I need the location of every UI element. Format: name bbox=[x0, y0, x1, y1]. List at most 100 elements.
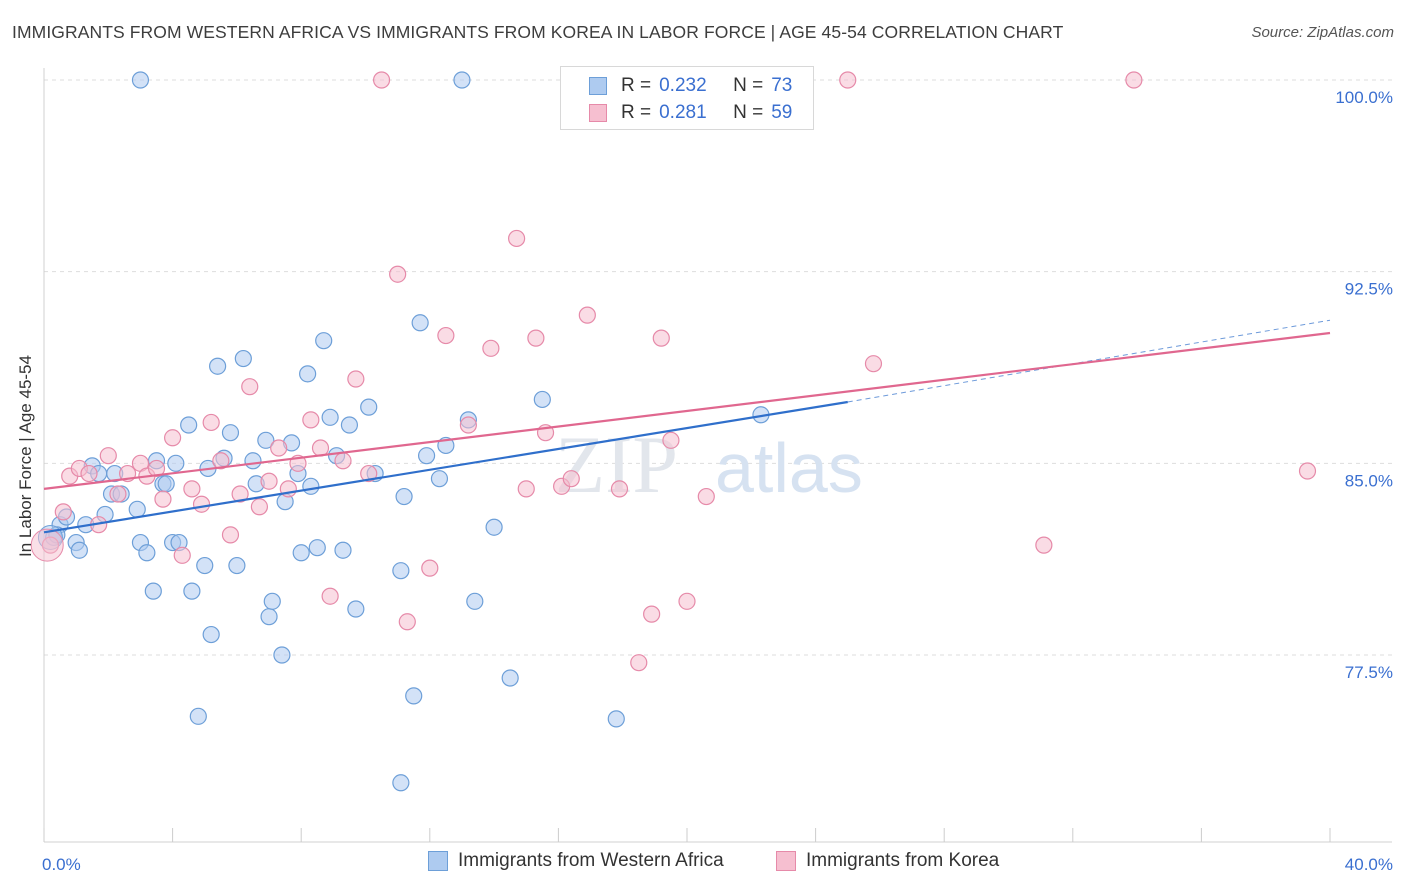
data-point-korea bbox=[839, 71, 857, 89]
trend-lines bbox=[43, 319, 1331, 534]
data-point-korea bbox=[99, 447, 117, 465]
data-point-western-africa bbox=[392, 562, 410, 580]
data-point-korea bbox=[173, 546, 191, 564]
legend-row-korea: R = 0.281 N = 59 bbox=[561, 100, 792, 126]
data-point-western-africa bbox=[228, 556, 246, 575]
data-point-korea bbox=[459, 416, 477, 434]
data-point-korea bbox=[630, 654, 648, 672]
legend-swatch-pink bbox=[776, 851, 796, 871]
data-point-korea bbox=[192, 495, 211, 513]
data-point-western-africa bbox=[360, 398, 378, 416]
legend-n-value: 73 bbox=[771, 75, 793, 96]
data-point-korea bbox=[154, 490, 172, 508]
data-point-western-africa bbox=[196, 556, 214, 575]
chart-title: IMMIGRANTS FROM WESTERN AFRICA VS IMMIGR… bbox=[12, 22, 1064, 42]
data-point-western-africa bbox=[209, 357, 227, 375]
correlation-legend: R = 0.232 N = 73 R = 0.281 N = 59 bbox=[560, 66, 814, 130]
legend-r-value: 0.281 bbox=[659, 102, 707, 123]
data-point-korea bbox=[183, 480, 201, 498]
data-point-western-africa bbox=[466, 592, 484, 610]
series-legend: Immigrants from Western Africa Immigrant… bbox=[0, 850, 1406, 878]
data-point-western-africa bbox=[70, 541, 88, 559]
data-point-korea bbox=[482, 339, 500, 357]
legend-label: Immigrants from Korea bbox=[806, 850, 1000, 871]
y-tick-label: 85.0% bbox=[1345, 471, 1393, 490]
data-point-korea bbox=[80, 464, 98, 483]
legend-label: Immigrants from Western Africa bbox=[458, 850, 724, 871]
data-point-korea bbox=[231, 485, 249, 503]
grid-lines bbox=[44, 79, 1392, 656]
data-point-korea bbox=[643, 605, 661, 623]
legend-r-value: 0.232 bbox=[659, 75, 707, 96]
legend-item-korea[interactable]: Immigrants from Korea bbox=[776, 850, 999, 872]
data-point-western-africa bbox=[234, 349, 252, 368]
data-point-western-africa bbox=[183, 582, 201, 600]
legend-n-label: N = bbox=[733, 102, 764, 123]
tick-labels: 77.5% 85.0% 92.5% 100.0% 0.0% 40.0% bbox=[42, 88, 1393, 874]
data-point-western-africa bbox=[485, 518, 503, 536]
data-point-korea bbox=[250, 498, 269, 516]
data-point-korea bbox=[1298, 462, 1317, 480]
data-point-korea bbox=[334, 452, 352, 470]
data-point-western-africa bbox=[533, 390, 551, 409]
data-point-western-africa bbox=[302, 477, 320, 495]
data-point-western-africa bbox=[292, 544, 310, 562]
legend-n-label: N = bbox=[733, 75, 764, 96]
data-point-korea bbox=[697, 487, 715, 506]
data-point-western-africa bbox=[395, 487, 413, 506]
data-point-korea bbox=[517, 480, 535, 498]
data-point-western-africa bbox=[180, 416, 198, 434]
data-point-korea bbox=[221, 526, 240, 544]
data-point-korea bbox=[270, 439, 288, 457]
data-point-korea bbox=[527, 329, 545, 347]
data-point-korea bbox=[389, 265, 407, 283]
data-point-western-africa bbox=[417, 447, 436, 465]
data-point-korea bbox=[260, 472, 278, 490]
data-point-korea bbox=[652, 329, 670, 347]
x-tick-label: 0.0% bbox=[42, 855, 81, 874]
legend-n-value: 59 bbox=[771, 102, 793, 123]
legend-swatch-blue bbox=[589, 77, 607, 95]
legend-item-western-africa[interactable]: Immigrants from Western Africa bbox=[428, 850, 724, 872]
data-point-western-africa bbox=[221, 424, 240, 442]
data-point-western-africa bbox=[607, 710, 625, 728]
data-point-western-africa bbox=[260, 608, 278, 626]
data-point-western-africa bbox=[392, 774, 410, 792]
data-point-korea bbox=[241, 378, 259, 396]
y-tick-label: 100.0% bbox=[1335, 88, 1393, 107]
data-point-western-africa bbox=[263, 592, 281, 610]
data-point-korea bbox=[360, 464, 378, 483]
data-point-korea bbox=[109, 485, 127, 503]
data-point-korea bbox=[437, 326, 455, 345]
data-point-western-africa bbox=[167, 454, 185, 472]
data-point-western-africa bbox=[257, 431, 275, 449]
data-point-korea bbox=[398, 613, 416, 631]
data-point-western-africa bbox=[244, 452, 262, 470]
data-point-western-africa bbox=[340, 416, 359, 434]
data-point-korea bbox=[578, 306, 596, 324]
data-point-korea bbox=[372, 71, 391, 89]
y-tick-label: 77.5% bbox=[1345, 663, 1393, 682]
data-point-korea bbox=[864, 355, 883, 373]
data-point-western-africa bbox=[308, 539, 326, 557]
legend-swatch-pink bbox=[589, 104, 607, 122]
data-point-western-africa bbox=[144, 582, 162, 600]
data-point-korea bbox=[164, 429, 182, 447]
y-axis-label: In Labor Force | Age 45-54 bbox=[16, 355, 35, 557]
data-point-korea bbox=[321, 587, 339, 605]
trend-line-korea bbox=[43, 331, 1331, 490]
data-point-western-africa bbox=[411, 314, 429, 332]
data-point-western-africa bbox=[273, 646, 291, 664]
data-point-western-africa bbox=[321, 408, 339, 426]
data-point-western-africa bbox=[128, 500, 146, 518]
axes bbox=[43, 68, 1392, 843]
legend-r-label: R = bbox=[621, 102, 652, 123]
data-point-western-africa bbox=[453, 71, 471, 89]
data-point-western-africa bbox=[189, 707, 207, 725]
data-point-korea bbox=[662, 431, 680, 449]
trend-line-western-africa bbox=[43, 400, 848, 534]
data-point-korea bbox=[1035, 536, 1053, 554]
data-point-western-africa bbox=[405, 687, 423, 705]
series-korea-points bbox=[30, 71, 1317, 672]
